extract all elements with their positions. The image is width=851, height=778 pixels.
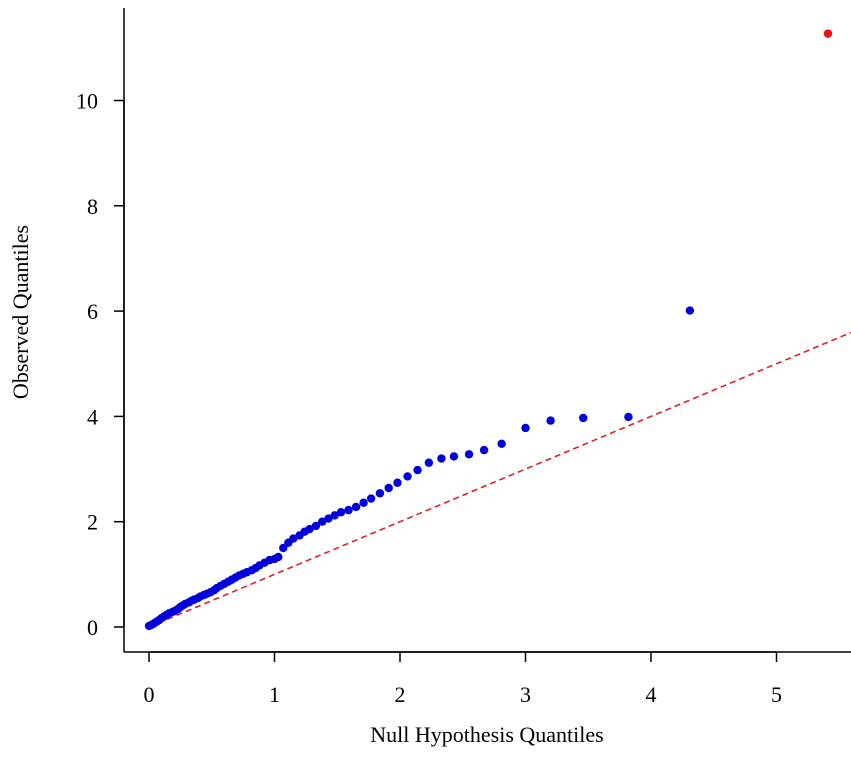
data-point <box>624 412 633 422</box>
data-point <box>464 450 474 459</box>
data-point <box>289 534 298 543</box>
y-tick-label: 10 <box>76 89 98 114</box>
x-axis-title: Null Hypothesis Quantiles <box>370 722 603 747</box>
y-tick-label: 6 <box>87 299 98 324</box>
x-tick-label: 2 <box>395 682 406 707</box>
data-point <box>521 423 530 433</box>
outlier-point <box>823 29 833 38</box>
data-point <box>449 452 459 461</box>
data-point <box>311 521 321 531</box>
data-point <box>437 454 446 463</box>
data-point <box>344 505 353 515</box>
data-point <box>351 502 361 512</box>
x-tick-label: 5 <box>771 682 782 707</box>
data-point <box>413 465 422 475</box>
y-tick-label: 0 <box>87 615 98 640</box>
data-point <box>479 445 489 455</box>
data-point <box>384 483 393 493</box>
y-tick-label: 8 <box>87 194 98 219</box>
data-point <box>375 489 385 498</box>
x-tick-label: 3 <box>520 682 531 707</box>
data-point <box>393 478 402 487</box>
reference-line-group <box>148 331 851 628</box>
data-point <box>424 458 434 467</box>
data-point <box>403 472 412 481</box>
data-point <box>279 543 288 553</box>
data-point <box>366 494 376 503</box>
data-point <box>497 439 506 448</box>
data-point <box>317 517 327 526</box>
reference-line <box>148 331 851 628</box>
data-point <box>274 552 283 562</box>
data-point <box>359 498 368 507</box>
data-point <box>324 514 333 523</box>
data-points <box>144 29 833 631</box>
x-tick-label: 4 <box>646 682 657 707</box>
data-point <box>330 511 339 520</box>
data-point <box>685 306 695 315</box>
y-axis-title: Observed Quantiles <box>8 225 33 399</box>
x-tick-label: 1 <box>269 682 280 707</box>
data-point <box>546 416 555 425</box>
data-point <box>336 508 346 517</box>
data-point <box>579 413 588 423</box>
data-point <box>305 524 314 534</box>
axes: 0 1 2 3 4 5 0 2 4 6 8 10 <box>76 8 851 707</box>
y-tick-label: 4 <box>87 404 98 429</box>
x-tick-label: 0 <box>144 682 155 707</box>
y-tick-label: 2 <box>87 510 98 535</box>
